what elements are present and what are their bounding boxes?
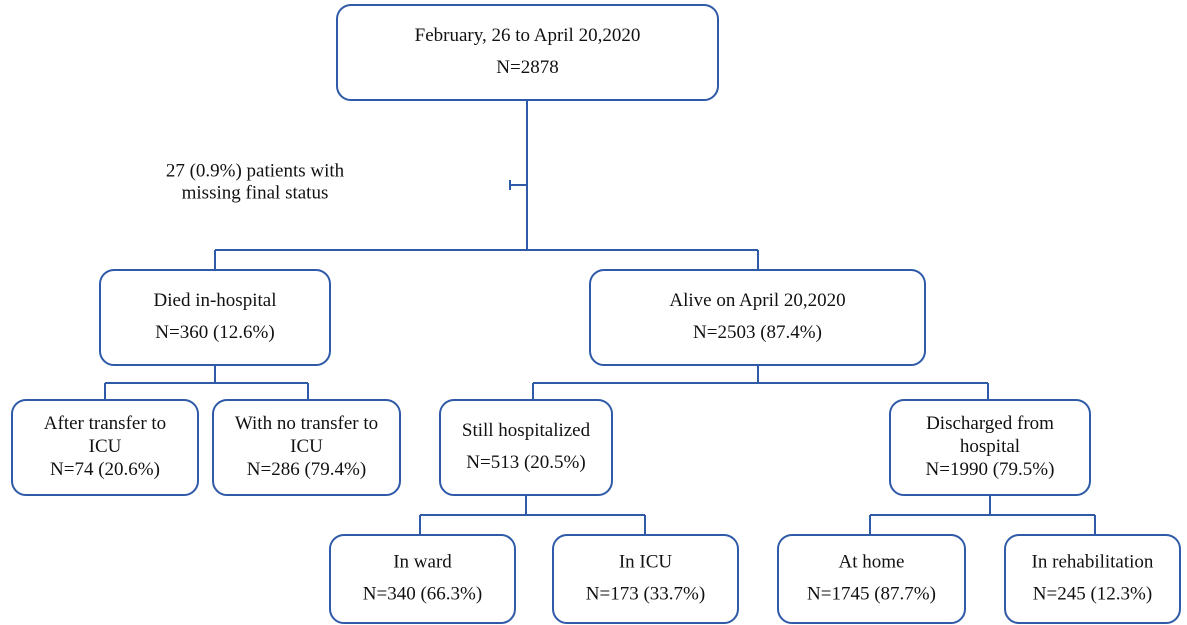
node-text: After transfer to [44, 413, 166, 434]
node-text: In ward [393, 551, 452, 572]
node-text: In rehabilitation [1032, 551, 1154, 572]
note-text: missing final status [182, 182, 329, 203]
node-box [439, 399, 613, 496]
connector [532, 365, 989, 400]
node-text: Still hospitalized [462, 420, 591, 441]
node-box [589, 269, 926, 366]
node-text: In ICU [619, 551, 673, 572]
node-box [212, 399, 401, 496]
node-text: ICU [290, 436, 323, 457]
node-text: N=173 (33.7%) [586, 583, 705, 604]
connector [869, 495, 1096, 535]
note-text: 27 (0.9%) patients with [166, 160, 345, 181]
node-box [336, 4, 719, 101]
node-box [1004, 534, 1181, 624]
note-connector [509, 180, 527, 190]
node-text: Discharged from [926, 413, 1054, 434]
node-text: N=2503 (87.4%) [693, 322, 822, 343]
node-box [99, 269, 331, 366]
node-text: At home [839, 551, 905, 572]
node-text: N=1990 (79.5%) [926, 459, 1055, 480]
node-text: hospital [960, 436, 1020, 457]
node-text: Alive on April 20,2020 [669, 290, 845, 311]
connector [419, 495, 646, 535]
node-box [777, 534, 966, 624]
connectors [104, 100, 1096, 535]
node-text: N=245 (12.3%) [1033, 583, 1152, 604]
node-text: N=286 (79.4%) [247, 459, 366, 480]
node-text: N=1745 (87.7%) [807, 583, 936, 604]
node-text: N=74 (20.6%) [50, 459, 160, 480]
node-text: N=2878 [496, 57, 558, 78]
node-box [329, 534, 516, 624]
node-box [889, 399, 1091, 496]
connector [104, 365, 309, 400]
node-text: ICU [89, 436, 122, 457]
node-text: With no transfer to [235, 413, 378, 434]
node-text: February, 26 to April 20,2020 [415, 25, 641, 46]
node-text: N=340 (66.3%) [363, 583, 482, 604]
node-text: Died in-hospital [154, 290, 277, 311]
connector [214, 100, 759, 270]
node-text: N=360 (12.6%) [155, 322, 274, 343]
node-text: N=513 (20.5%) [466, 452, 585, 473]
node-box [11, 399, 199, 496]
node-box [552, 534, 739, 624]
